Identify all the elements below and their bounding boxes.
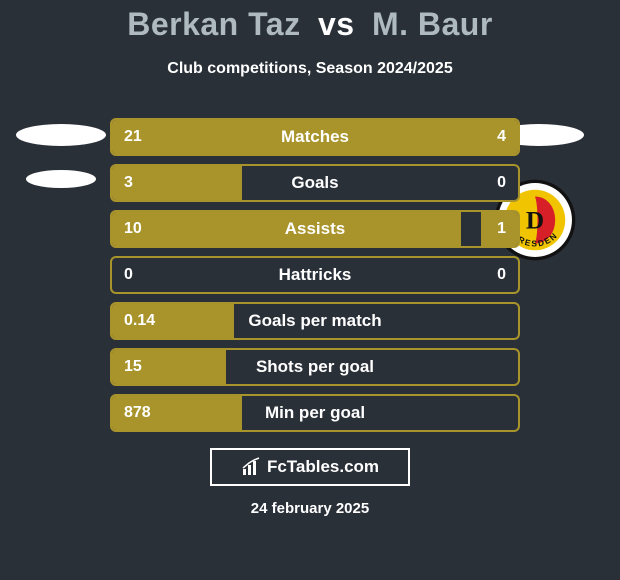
stat-row: Assists10 1 [110,210,520,248]
player2-name: M. Baur [372,6,493,42]
stat-value-left: 10 [124,220,142,238]
vs-text: vs [318,6,355,42]
stat-value-left: 15 [124,358,142,376]
stat-label: Assists [112,219,518,239]
brand-icon [241,457,261,477]
stat-row: Shots per goal15 [110,348,520,386]
stat-label: Min per goal [112,403,518,423]
stat-row: Goals3 0 [110,164,520,202]
club-logo-placeholder-left-2 [26,170,96,188]
stat-value-left: 3 [124,174,133,192]
stat-label: Shots per goal [112,357,518,377]
comparison-title: Berkan Taz vs M. Baur [0,6,620,43]
stat-label: Goals per match [112,311,518,331]
stat-label: Matches [112,127,518,147]
stat-row: Min per goal878 [110,394,520,432]
stat-value-left: 0 [124,266,133,284]
club-logo-placeholder-left-1 [16,124,106,146]
stat-row: Goals per match0.14 [110,302,520,340]
stat-label: Hattricks [112,265,518,285]
svg-text:D: D [526,207,544,234]
stat-label: Goals [112,173,518,193]
subtitle: Club competitions, Season 2024/2025 [0,60,620,78]
stat-value-right: 0 [497,266,506,284]
brand-box: FcTables.com [210,448,410,486]
stat-row: Hattricks0 0 [110,256,520,294]
stat-row: Matches21 4 [110,118,520,156]
brand-label: FcTables.com [267,457,379,477]
stat-value-right: 1 [497,220,506,238]
player1-name: Berkan Taz [127,6,300,42]
stats-rows: Matches214Goals30Assists101Hattricks00Go… [110,118,520,440]
stat-value-left: 878 [124,404,151,422]
stat-value-right: 4 [497,128,506,146]
stat-value-left: 21 [124,128,142,146]
stat-value-right: 0 [497,174,506,192]
footer-date: 24 february 2025 [0,500,620,517]
stat-value-left: 0.14 [124,312,155,330]
